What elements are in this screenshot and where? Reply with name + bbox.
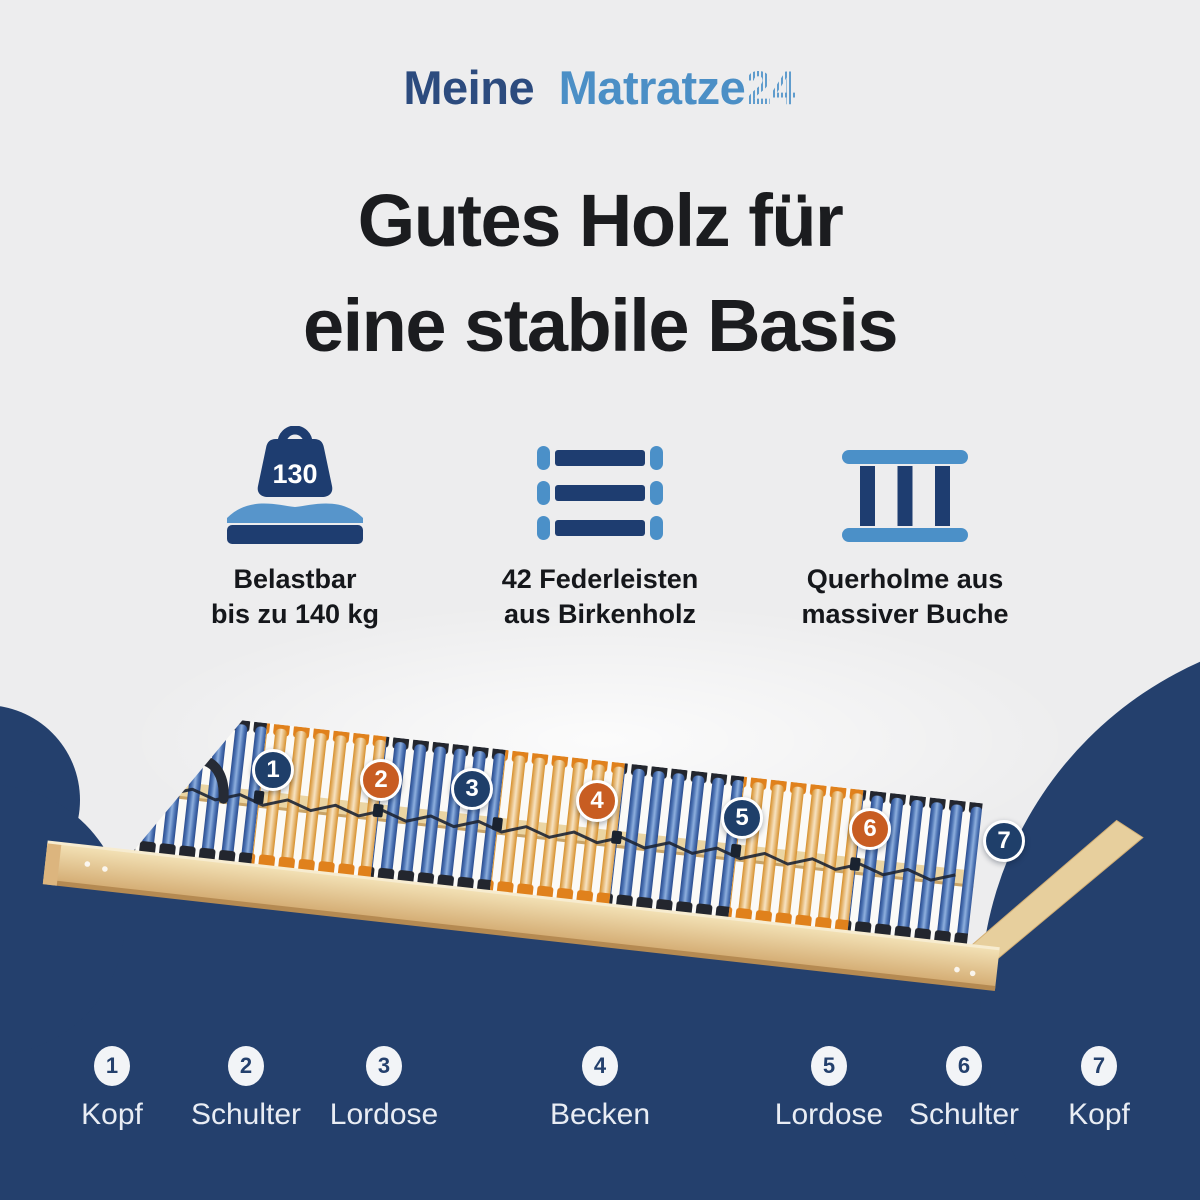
- feature-caption-line-1: Querholme aus: [806, 564, 1004, 594]
- legend-number-badge: 5: [811, 1046, 847, 1086]
- legend-label: Schulter: [190, 1098, 302, 1131]
- zone-marker-3: 3: [451, 768, 493, 810]
- logo-word-matratze: Matratze: [558, 61, 746, 114]
- zone-marker-number: 3: [465, 775, 479, 802]
- weight-load-icon: 130: [227, 426, 363, 544]
- cross-bars-icon: [842, 450, 968, 542]
- legend-label: Schulter: [908, 1098, 1020, 1131]
- legend-item-1: 1 Kopf: [22, 1046, 202, 1132]
- zone-marker-number: 1: [266, 756, 280, 783]
- tension-strap: [143, 782, 956, 882]
- legend-item-6: 6 Schulter: [874, 1046, 1054, 1132]
- feature-item-slats: 42 Federleisten aus Birkenholz: [450, 414, 750, 632]
- zone-marker-7: 7: [983, 820, 1025, 862]
- legend-label: Lordose: [774, 1098, 884, 1131]
- logo-word-24: 24: [745, 61, 797, 114]
- legend-item-7: 7 Kopf: [1009, 1046, 1189, 1132]
- legend-number-badge: 4: [582, 1046, 618, 1086]
- front-rail: [42, 840, 1000, 991]
- legend-number-badge: 2: [228, 1046, 264, 1086]
- zone-marker-number: 4: [590, 787, 604, 814]
- zone-marker-2: 2: [360, 759, 402, 801]
- zone-marker-number: 7: [997, 827, 1011, 854]
- slatted-frame-illustration: [42, 709, 1144, 991]
- feature-caption-line-1: Belastbar: [233, 564, 357, 594]
- heading-line-1: Gutes Holz für: [357, 179, 844, 262]
- main-heading: Gutes Holz für eine stabile Basis: [0, 168, 1200, 378]
- legend-item-3: 3 Lordose: [294, 1046, 474, 1132]
- zone-marker-4: 4: [576, 780, 618, 822]
- feature-item-load: 130 Belastbar bis zu 140 kg: [145, 414, 445, 632]
- bottom-navy-band: [0, 872, 1200, 1200]
- zone-marker-6: 6: [849, 808, 891, 850]
- heading-line-2: eine stabile Basis: [302, 284, 899, 367]
- legend-number-badge: 1: [94, 1046, 130, 1086]
- feature-caption-line-2: bis zu 140 kg: [210, 599, 380, 629]
- brand-logo: Meine Matratze24: [0, 60, 1200, 115]
- screws: [84, 861, 976, 977]
- legend-item-4: 4 Becken: [510, 1046, 690, 1132]
- legend-label: Kopf: [81, 1098, 143, 1131]
- zone-marker-1: 1: [252, 749, 294, 791]
- weight-value-label: 130: [272, 459, 317, 489]
- right-navy-circle: [980, 661, 1200, 1200]
- slats-icon: [537, 446, 663, 540]
- zone-marker-5: 5: [721, 797, 763, 839]
- logo-word-meine: Meine: [403, 61, 535, 114]
- legend-number-badge: 7: [1081, 1046, 1117, 1086]
- legend-item-5: 5 Lordose: [739, 1046, 919, 1132]
- legend-label: Kopf: [1068, 1098, 1130, 1131]
- feature-caption-line-2: aus Birkenholz: [503, 599, 697, 629]
- feature-caption-line-1: 42 Federleisten: [501, 564, 699, 594]
- zone-marker-number: 5: [735, 804, 749, 831]
- slat-zone-2-orange: [251, 721, 387, 880]
- zone-marker-number: 2: [374, 766, 388, 793]
- feature-caption-line-2: massiver Buche: [801, 599, 1009, 629]
- feature-item-crossbars: Querholme aus massiver Buche: [755, 414, 1055, 632]
- strap-knots: [253, 790, 861, 871]
- legend-number-badge: 3: [366, 1046, 402, 1086]
- slat-zone-5-blue: [608, 761, 745, 920]
- slat-zone-1-blue: [131, 709, 268, 867]
- zone-marker-number: 6: [863, 815, 877, 842]
- legend-number-badge: 6: [946, 1046, 982, 1086]
- legend-label: Lordose: [329, 1098, 439, 1131]
- legend-item-2: 2 Schulter: [156, 1046, 336, 1132]
- legend-label: Becken: [549, 1098, 651, 1131]
- slat-zone-4-orange: [489, 747, 626, 907]
